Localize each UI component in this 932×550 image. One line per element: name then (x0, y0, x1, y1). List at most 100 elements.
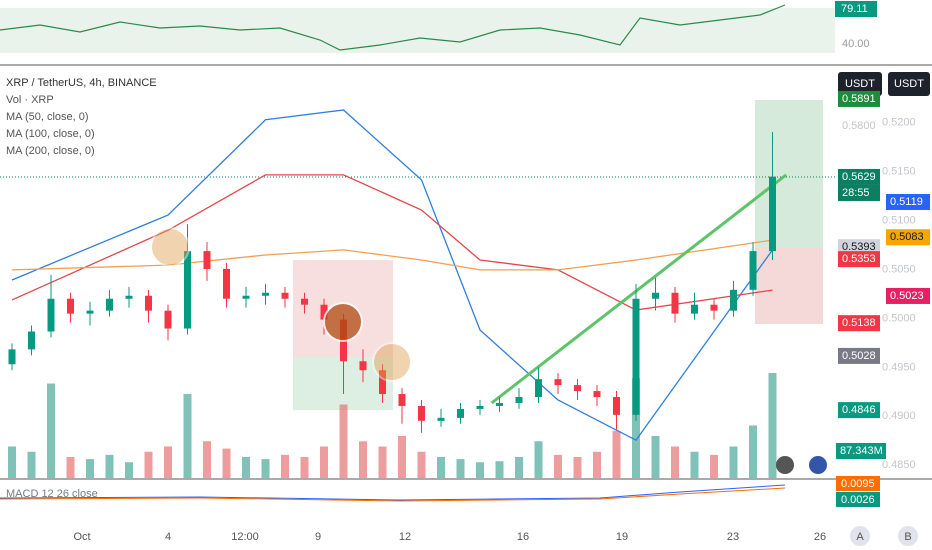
long-profit-zone (755, 100, 823, 248)
candle-body (437, 417, 445, 421)
volume-bar (710, 454, 718, 478)
y2-label-box (886, 287, 930, 304)
price-label-box (838, 402, 880, 419)
candle-body (242, 295, 250, 299)
currency-button-label[interactable]: USDT (894, 78, 924, 90)
y2-tick-label: 0.5200 (882, 117, 916, 129)
volume-bar (281, 454, 289, 478)
candle-body (535, 379, 542, 398)
candle-body (418, 405, 425, 421)
volume-bar (222, 448, 231, 478)
y2-tick-label: 0.4850 (882, 459, 916, 471)
y2-label: 0.5083 (890, 231, 924, 243)
symbol: XRP / TetherUS, 4h, BINANCE (6, 77, 157, 89)
candle-body (223, 268, 230, 299)
volume-bar (671, 446, 679, 478)
corner-button-label[interactable]: A (856, 531, 864, 543)
price-label-box (838, 168, 880, 185)
candle-body (28, 331, 35, 350)
volume-bar (476, 462, 484, 478)
volume-bar (242, 457, 250, 478)
candle-body (710, 304, 718, 311)
volume-value-box (836, 443, 886, 459)
candle-body (379, 370, 386, 395)
volume-bar (86, 459, 94, 478)
candle-body (769, 176, 776, 252)
flag-icon[interactable] (809, 456, 827, 474)
candle-body (67, 298, 74, 314)
volume-bar (144, 451, 153, 478)
volume-bar (729, 446, 738, 478)
candle-body (515, 397, 523, 403)
candle-body (8, 349, 16, 365)
x-tick-label: 4 (165, 531, 171, 543)
highlight-circle (372, 342, 412, 382)
price-label: 0.5138 (842, 317, 876, 329)
price-label-box (838, 315, 880, 332)
currency-button[interactable] (888, 72, 930, 96)
candle-body (320, 304, 328, 320)
countdown: 28:55 (842, 187, 870, 199)
candle-body (632, 298, 640, 415)
volume-bar (378, 446, 387, 478)
rsi-band (0, 8, 835, 53)
macd-line (0, 484, 786, 501)
volume-bar (632, 378, 640, 478)
y2-label-box (886, 194, 930, 211)
candle-body (476, 405, 484, 409)
volume-bar (749, 425, 757, 478)
candle-body (613, 397, 620, 415)
volume-bar (612, 430, 621, 478)
long-loss-zone (755, 248, 823, 324)
y2-label: 0.5023 (890, 290, 924, 302)
x-tick-label: 19 (616, 531, 628, 543)
x-tick-label: Oct (73, 531, 90, 543)
volume-bar (398, 436, 406, 478)
price-label: 0.4846 (842, 404, 876, 416)
volume-bar (203, 441, 211, 478)
volume-value: 87.343M (840, 445, 883, 457)
price-label: 0.5353 (842, 253, 876, 265)
corner-button-label[interactable]: B (904, 531, 911, 543)
candle-body (203, 251, 211, 269)
candle-body (164, 310, 172, 329)
y2-label: 0.5119 (890, 196, 923, 208)
currency-button-label[interactable]: USDT (845, 78, 875, 90)
volume-bar (417, 451, 426, 478)
x-tick-label: 12 (399, 531, 411, 543)
volume-bar (320, 446, 328, 478)
price-label: 0.5028 (842, 350, 876, 362)
macd-value-box (836, 492, 880, 507)
candle-body (652, 292, 659, 299)
volume-bar (768, 373, 777, 478)
volume-bar (437, 457, 445, 478)
candle-body (184, 251, 191, 329)
trendline (490, 173, 788, 405)
candle-body (281, 292, 289, 299)
lightning-icon[interactable] (776, 456, 794, 474)
corner-button[interactable] (850, 526, 870, 546)
candle-body (574, 385, 581, 392)
macd-value-box (836, 476, 880, 491)
candle-body (593, 391, 601, 398)
volume-bar (534, 441, 543, 478)
price-label: 0.5629 (842, 171, 876, 183)
rsi-line (0, 4, 786, 51)
rsi-value: 79.11 (841, 3, 868, 15)
candle-body (359, 361, 367, 371)
x-tick-label: 12:00 (231, 531, 259, 543)
candle-body (106, 298, 113, 311)
ma-legend: MA (100, close, 0) (6, 128, 95, 140)
price-label-box (838, 347, 880, 364)
price-label-box (838, 251, 880, 268)
corner-button[interactable] (898, 526, 918, 546)
volume-bar (593, 451, 601, 478)
volume-legend: Vol · XRP (6, 94, 54, 106)
price-label: 0.5393 (842, 241, 876, 253)
currency-button[interactable] (838, 72, 882, 96)
y2-tick-label: 0.5100 (882, 215, 916, 227)
volume-bar (47, 383, 55, 478)
highlight-circle (150, 227, 190, 267)
